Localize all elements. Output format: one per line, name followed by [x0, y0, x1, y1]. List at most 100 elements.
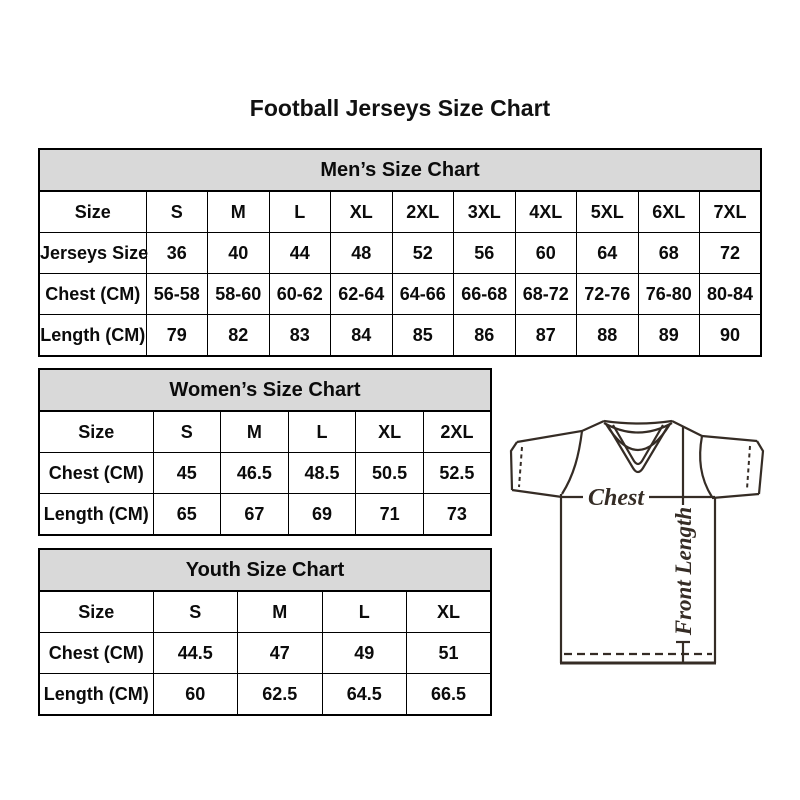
- value-cell: 86: [453, 314, 516, 357]
- value-cell: 51: [406, 632, 492, 674]
- value-cell: 2XL: [391, 190, 454, 233]
- value-cell: 36: [145, 232, 208, 274]
- mens-table-title: Men’s Size Chart: [38, 148, 762, 192]
- table-row: Size S M L XL 2XL 3XL 4XL 5XL 6XL 7XL: [38, 190, 762, 233]
- value-cell: 76-80: [637, 273, 700, 315]
- value-cell: 69: [287, 493, 357, 536]
- value-cell: 3XL: [453, 190, 516, 233]
- value-cell: 88: [576, 314, 639, 357]
- jersey-left-sleeve-outer: [509, 441, 518, 491]
- table-row: Size S M L XL: [38, 590, 492, 633]
- value-cell: S: [152, 590, 238, 633]
- table-header-row: Youth Size Chart: [38, 548, 492, 592]
- row-header-cell: Length (CM): [38, 314, 147, 357]
- value-cell: 87: [514, 314, 577, 357]
- value-cell: 46.5: [220, 452, 289, 494]
- value-cell: 73: [422, 493, 492, 536]
- jersey-measurement-diagram: Chest Front Length: [509, 419, 765, 665]
- row-header-cell: Length (CM): [38, 493, 154, 536]
- row-header-cell: Chest (CM): [38, 452, 154, 494]
- value-cell: S: [152, 410, 222, 453]
- row-header-cell: Size: [38, 410, 154, 453]
- value-cell: 40: [207, 232, 270, 274]
- jersey-right-cuff-stitch-line: [746, 445, 751, 490]
- youth-table-title: Youth Size Chart: [38, 548, 492, 592]
- front-length-label: Front Length: [671, 507, 696, 636]
- value-cell: 66.5: [406, 673, 492, 716]
- jersey-right-sleeve-top: [701, 434, 758, 443]
- jersey-right-shoulder: [671, 420, 703, 437]
- table-row: Jerseys Size 36 40 44 48 52 56 60 64 68 72: [38, 232, 762, 274]
- value-cell: XL: [406, 590, 492, 633]
- value-cell: L: [287, 410, 357, 453]
- value-cell: 47: [237, 632, 323, 674]
- table-row: Size S M L XL 2XL: [38, 410, 492, 453]
- jersey-left-shoulder: [516, 419, 605, 444]
- row-header-cell: Jerseys Size: [38, 232, 148, 274]
- value-cell: 68-72: [514, 273, 577, 315]
- value-cell: 48: [330, 232, 393, 274]
- row-header-cell: Chest (CM): [38, 273, 147, 315]
- value-cell: 65: [152, 493, 222, 536]
- jersey-vneck-inner: [612, 424, 664, 466]
- value-cell: 64.5: [321, 673, 407, 716]
- value-cell: 52: [391, 232, 454, 274]
- value-cell: 60: [152, 673, 238, 716]
- value-cell: 79: [145, 314, 208, 357]
- value-cell: 89: [637, 314, 700, 357]
- value-cell: 60-62: [268, 273, 331, 315]
- value-cell: M: [237, 590, 323, 633]
- jersey-collar-rib-arc: [603, 422, 673, 434]
- value-cell: 67: [220, 493, 289, 536]
- table-row: Length (CM) 65 67 69 71 73: [38, 493, 492, 536]
- value-cell: XL: [355, 410, 424, 453]
- jersey-left-cuff-stitch-line: [518, 446, 523, 488]
- jersey-right-sleeve-bottom: [711, 492, 760, 500]
- value-cell: 48.5: [287, 452, 357, 494]
- value-cell: M: [207, 190, 270, 233]
- value-cell: 44: [268, 232, 331, 274]
- value-cell: M: [220, 410, 289, 453]
- value-cell: 62.5: [237, 673, 323, 716]
- jersey-vneck-outer: [607, 425, 669, 474]
- table-row: Chest (CM) 45 46.5 48.5 50.5 52.5: [38, 452, 492, 494]
- value-cell: 4XL: [514, 190, 577, 233]
- value-cell: 49: [321, 632, 407, 674]
- value-cell: 6XL: [637, 190, 700, 233]
- value-cell: 60: [514, 232, 577, 274]
- table-header-row: Women’s Size Chart: [38, 368, 492, 412]
- womens-table-title: Women’s Size Chart: [38, 368, 492, 412]
- value-cell: 72: [699, 232, 762, 274]
- chest-label: Chest: [588, 485, 645, 511]
- value-cell: L: [321, 590, 407, 633]
- value-cell: 45: [152, 452, 222, 494]
- value-cell: 68: [637, 232, 700, 274]
- value-cell: 58-60: [207, 273, 270, 315]
- table-header-row: Men’s Size Chart: [38, 148, 762, 192]
- table-row: Length (CM) 79 82 83 84 85 86 87 88 89 90: [38, 314, 762, 357]
- value-cell: 83: [268, 314, 331, 357]
- jersey-right-sleeve-seam: [699, 435, 713, 498]
- jersey-left-sleeve-seam: [561, 430, 584, 495]
- table-row: Length (CM) 60 62.5 64.5 66.5: [38, 673, 492, 716]
- row-header-cell: Size: [38, 190, 147, 233]
- value-cell: 66-68: [453, 273, 516, 315]
- value-cell: 52.5: [422, 452, 492, 494]
- value-cell: 56-58: [145, 273, 208, 315]
- value-cell: 72-76: [576, 273, 639, 315]
- value-cell: S: [145, 190, 208, 233]
- value-cell: 64-66: [391, 273, 454, 315]
- womens-size-table: Women’s Size Chart Size S M L XL 2XL Chest (CM…: [38, 368, 492, 536]
- jersey-right-sleeve-outer: [756, 440, 765, 495]
- value-cell: 56: [453, 232, 516, 274]
- table-row: Chest (CM) 56-58 58-60 60-62 62-64 64-66 66-68…: [38, 273, 762, 315]
- table-row: Chest (CM) 44.5 47 49 51: [38, 632, 492, 674]
- value-cell: 80-84: [699, 273, 762, 315]
- value-cell: 62-64: [330, 273, 393, 315]
- value-cell: 7XL: [699, 190, 762, 233]
- page-title: Football Jerseys Size Chart: [249, 95, 551, 121]
- value-cell: XL: [330, 190, 393, 233]
- value-cell: 84: [330, 314, 393, 357]
- value-cell: 85: [391, 314, 454, 357]
